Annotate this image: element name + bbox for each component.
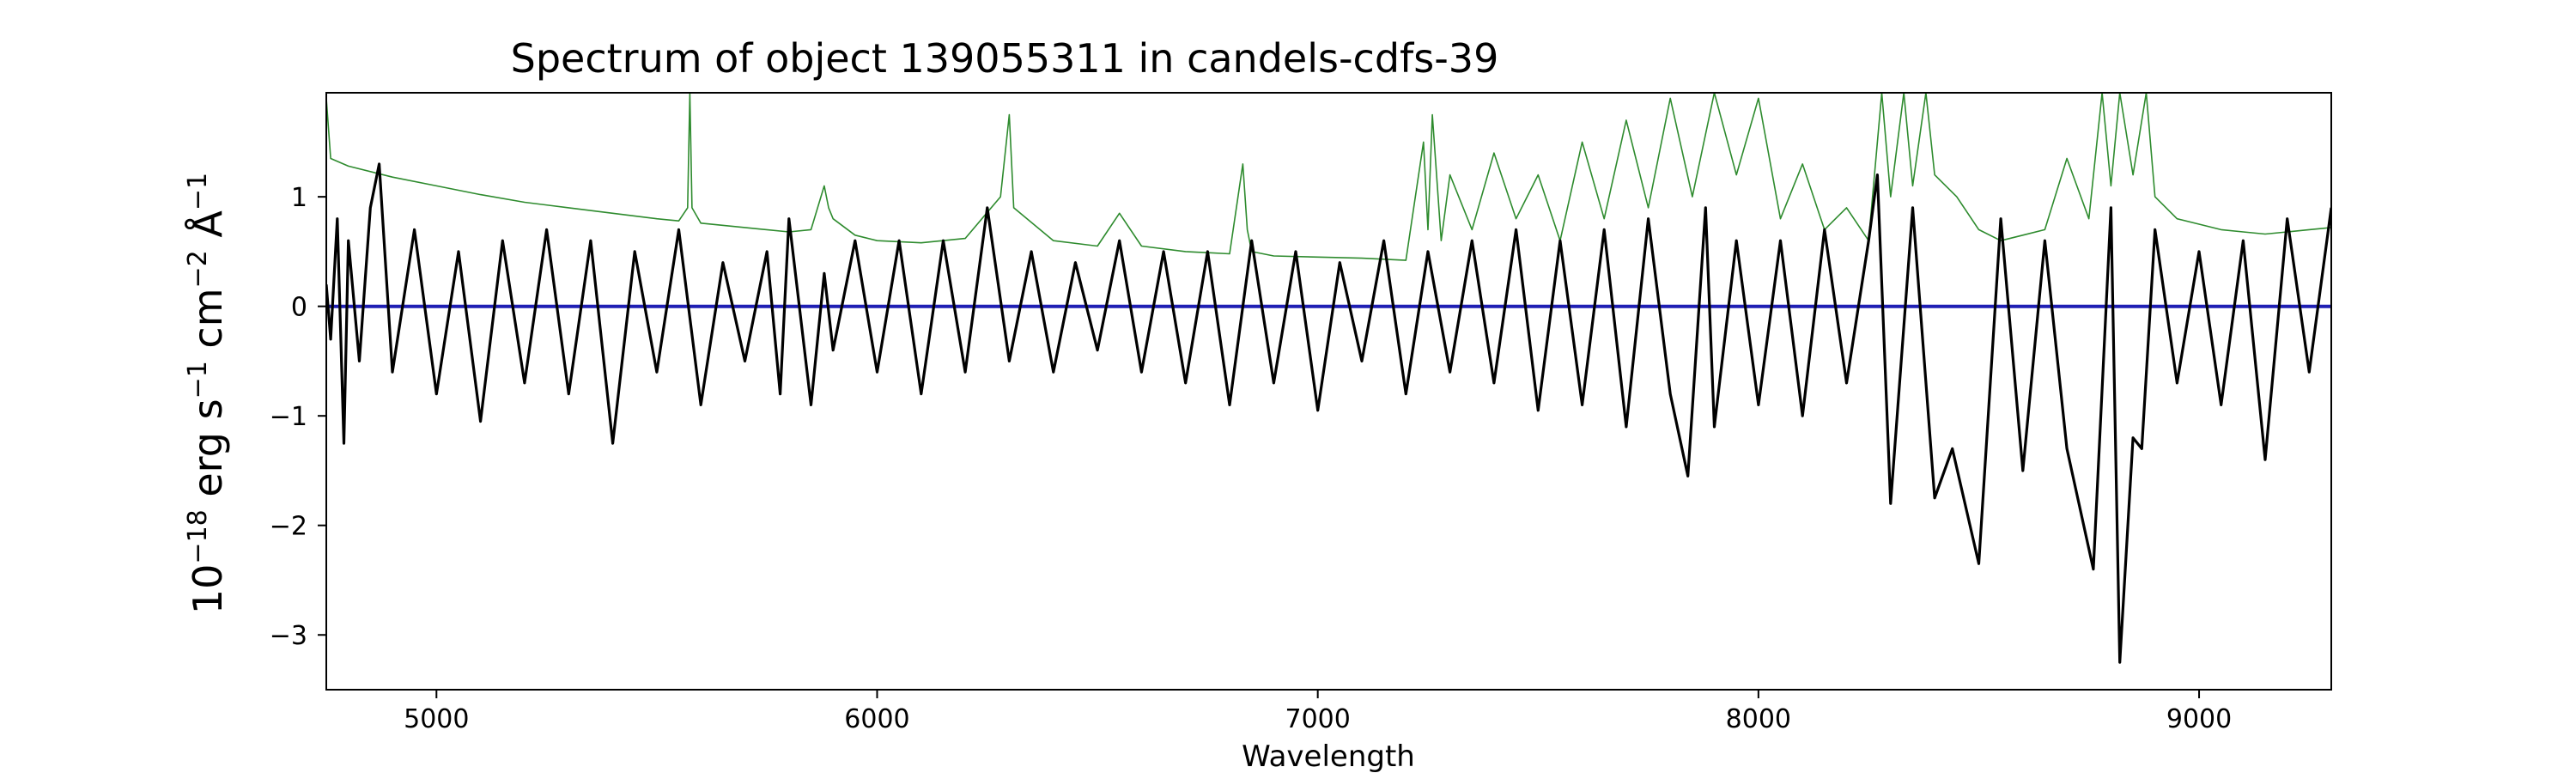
x-tick-label: 7000 bbox=[1285, 704, 1350, 734]
x-tick-label: 6000 bbox=[844, 704, 909, 734]
ylabel-exp4: −1 bbox=[183, 173, 213, 210]
x-tick-label: 9000 bbox=[2166, 704, 2232, 734]
ylabel-exp3: −2 bbox=[183, 250, 213, 288]
x-tick-label: 8000 bbox=[1726, 704, 1791, 734]
series-layer bbox=[326, 93, 2331, 664]
ylabel-exp2: −1 bbox=[183, 361, 213, 399]
ylabel-base: 10 bbox=[185, 564, 231, 615]
x-tick-label: 5000 bbox=[404, 704, 469, 734]
y-tick-label: 1 bbox=[291, 183, 307, 213]
x-axis-label: Wavelength bbox=[1242, 740, 1415, 773]
y-tick-label: 0 bbox=[291, 293, 307, 323]
ylabel-erg: erg s bbox=[185, 399, 231, 509]
chart-title: Spectrum of object 139055311 in candels-… bbox=[511, 35, 1499, 82]
y-axis-ticks: −3 −2 −1 0 1 bbox=[270, 183, 326, 651]
plot-frame bbox=[325, 92, 2332, 691]
series-line-noise bbox=[326, 93, 2331, 261]
ylabel-cm: cm bbox=[185, 288, 231, 361]
plot-area bbox=[325, 92, 2332, 691]
ylabel-ang: Å bbox=[185, 210, 231, 251]
y-tick-label: −2 bbox=[270, 512, 307, 542]
ylabel-exp1: −18 bbox=[183, 509, 213, 563]
series-line-flux bbox=[326, 162, 2331, 664]
x-axis-ticks: 5000 6000 7000 8000 9000 bbox=[404, 690, 2232, 734]
y-tick-label: −3 bbox=[270, 621, 307, 651]
y-axis-label: 10−18 erg s−1 cm−2 Å−1 bbox=[183, 173, 231, 614]
y-tick-label: −1 bbox=[270, 402, 307, 432]
